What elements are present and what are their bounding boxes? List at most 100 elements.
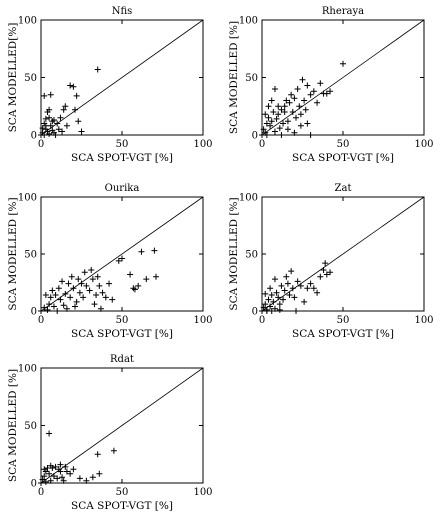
data-point <box>304 285 311 292</box>
data-point <box>314 99 321 106</box>
data-point <box>262 290 269 297</box>
data-point <box>273 115 280 122</box>
data-point <box>75 276 82 283</box>
data-point <box>260 126 267 133</box>
x-tick-label: 100 <box>193 139 212 150</box>
x-tick-label: 50 <box>337 315 350 326</box>
data-point <box>119 255 125 262</box>
data-point <box>68 273 75 280</box>
data-point <box>317 80 324 87</box>
y-tick-label: 50 <box>24 421 37 432</box>
data-point <box>63 122 70 129</box>
data-point <box>263 120 270 127</box>
data-point <box>294 278 301 285</box>
data-point <box>86 287 93 294</box>
data-point <box>307 91 314 98</box>
x-axis-label: SCA SPOT-VGT [%] <box>71 328 173 340</box>
data-point <box>268 118 275 125</box>
x-tick-label: 0 <box>38 487 44 498</box>
data-point <box>42 292 49 299</box>
data-point <box>59 128 66 135</box>
data-point <box>70 285 77 292</box>
data-points <box>38 66 101 138</box>
data-point <box>286 99 293 106</box>
data-point <box>88 266 95 273</box>
data-point <box>47 294 54 301</box>
x-tick-label: 100 <box>414 315 433 326</box>
data-point <box>138 248 145 255</box>
data-point <box>96 282 103 289</box>
data-point <box>262 301 269 308</box>
data-point <box>276 301 283 308</box>
data-point <box>57 461 64 468</box>
data-point <box>67 470 74 477</box>
data-point <box>75 118 82 125</box>
data-point <box>44 306 51 313</box>
x-tick-label: 0 <box>259 315 265 326</box>
data-point <box>115 257 122 264</box>
data-point <box>288 91 295 98</box>
data-point <box>55 285 62 292</box>
data-point <box>297 111 304 118</box>
y-axis-label: SCA MODELLED [%] <box>228 21 240 134</box>
data-point <box>270 298 277 305</box>
data-point <box>67 82 74 89</box>
data-point <box>65 280 72 287</box>
data-point <box>47 477 54 484</box>
data-point <box>81 269 88 276</box>
data-point <box>310 285 317 292</box>
data-point <box>293 308 300 314</box>
data-point <box>52 463 59 470</box>
data-point <box>59 278 66 285</box>
data-point <box>54 308 61 314</box>
y-tick-label: 50 <box>245 250 258 261</box>
data-point <box>268 308 275 314</box>
data-point <box>39 476 46 483</box>
data-point <box>278 106 285 113</box>
data-point <box>327 269 334 276</box>
data-point <box>271 276 278 283</box>
chart-panel-rdat: 0 50 100 0 50 100 Rdat SCA SPOT-VGT [%] SCA MODE… <box>7 354 213 512</box>
data-point <box>267 122 274 129</box>
data-point <box>278 282 285 289</box>
data-point <box>52 132 59 138</box>
y-tick-label: 100 <box>239 193 258 204</box>
y-axis-label: SCA MODELLED[%] <box>7 23 19 133</box>
data-point <box>70 466 77 473</box>
data-point <box>284 118 291 125</box>
y-axis-label: SCA MODELLED [%] <box>7 197 19 310</box>
chart-panel-nfis: 0 50 100 0 50 100 Nfis SCA SPOT-VGT [%] SCA MODE… <box>7 6 213 164</box>
y-tick-label: 100 <box>18 16 37 27</box>
data-point <box>297 122 304 129</box>
data-point <box>39 125 46 132</box>
data-point <box>276 125 283 132</box>
data-point <box>78 280 85 287</box>
data-point <box>42 115 49 122</box>
data-point <box>275 111 282 118</box>
x-tick-label: 0 <box>38 315 44 326</box>
data-point <box>267 285 274 292</box>
data-point <box>42 478 49 485</box>
data-point <box>288 268 295 275</box>
data-point <box>106 280 113 287</box>
data-point <box>322 260 329 267</box>
data-point <box>302 106 309 113</box>
y-tick-label: 50 <box>245 73 258 84</box>
data-point <box>299 76 306 83</box>
data-point <box>260 304 267 311</box>
data-point <box>307 132 314 138</box>
data-point <box>59 474 66 481</box>
data-point <box>143 276 150 283</box>
data-point <box>52 292 59 299</box>
data-point <box>46 130 53 137</box>
data-point <box>63 468 70 475</box>
chart-panel-ourika: 0 50 100 0 50 100 Ourika SCA SPOT-VGT [%] SCA MO… <box>7 183 213 340</box>
data-point <box>41 304 48 311</box>
data-point <box>63 305 70 312</box>
data-point <box>49 118 56 125</box>
data-point <box>54 475 61 482</box>
data-point <box>320 266 327 273</box>
data-point <box>281 287 288 294</box>
data-point <box>41 473 48 480</box>
